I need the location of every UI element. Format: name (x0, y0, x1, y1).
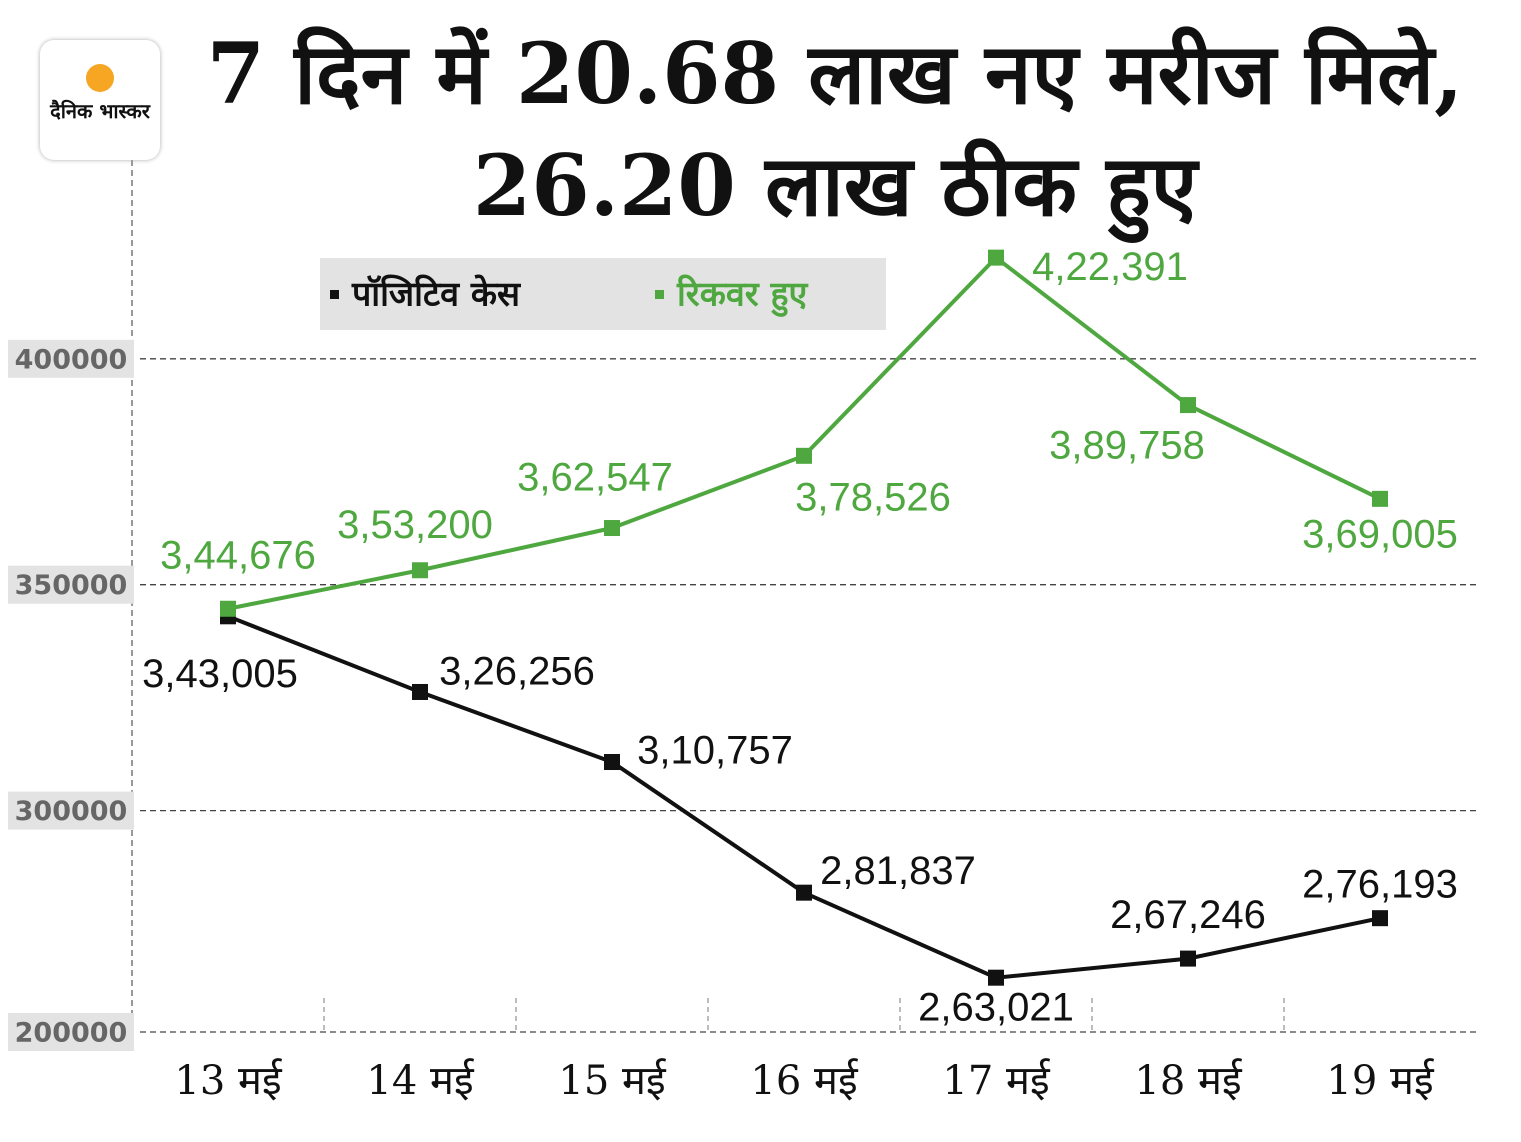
point-marker (796, 884, 812, 901)
y-tick-label: 400000 (15, 344, 128, 375)
data-label: 2,67,246 (1110, 893, 1266, 937)
data-label: 2,63,021 (918, 985, 1074, 1029)
data-label: 3,89,758 (1049, 424, 1205, 468)
legend-label: रिकवर हुए (676, 274, 809, 318)
point-marker (220, 600, 236, 617)
data-label: 3,10,757 (637, 729, 793, 773)
point-marker (1180, 950, 1196, 967)
y-tick-bg (8, 791, 134, 830)
x-tick-label: 13 मई (174, 1058, 283, 1104)
chart-title: 7 दिन में 20.68 लाख नए मरीज मिले, 26.20 … (206, 24, 1464, 235)
x-tick-label: 14 मई (366, 1058, 475, 1104)
x-tick-label: 19 मई (1326, 1058, 1435, 1104)
y-tick-bg (8, 1013, 134, 1051)
logo-text: दैनिक भास्कर (50, 99, 150, 123)
point-marker (604, 520, 620, 537)
point-marker (412, 562, 428, 579)
data-label: 3,44,676 (160, 533, 316, 577)
point-marker (988, 969, 1004, 986)
data-label: 3,53,200 (337, 503, 493, 547)
point-marker (796, 447, 812, 464)
y-tick-bg (8, 565, 134, 604)
x-tick-label: 16 मई (750, 1058, 859, 1104)
y-tick-label: 300000 (15, 796, 128, 827)
legend-label: पॉजिटिव केस (351, 274, 521, 315)
point-marker (1372, 910, 1388, 927)
data-label: 3,43,005 (142, 652, 298, 696)
x-tick-label: 18 मई (1134, 1058, 1243, 1104)
data-label: 2,81,837 (820, 849, 976, 893)
x-tick-label: 15 मई (558, 1058, 667, 1104)
point-marker (412, 683, 428, 700)
data-label: 3,78,526 (795, 475, 951, 519)
legend-box (320, 258, 886, 330)
data-label: 2,76,193 (1302, 863, 1458, 907)
legend-swatch (330, 290, 339, 299)
y-tick-bg (8, 339, 134, 378)
point-marker (1180, 397, 1196, 414)
data-label: 3,62,547 (517, 456, 673, 500)
point-marker (604, 754, 620, 771)
data-label: 4,22,391 (1032, 245, 1188, 289)
logo: दैनिक भास्कर (40, 40, 160, 160)
x-tick-label: 17 मई (942, 1058, 1051, 1104)
point-marker (1372, 490, 1388, 507)
logo-sun (86, 64, 114, 92)
y-tick-label: 350000 (15, 570, 128, 601)
legend-swatch (655, 290, 664, 299)
data-label: 3,69,005 (1302, 512, 1458, 556)
point-marker (988, 249, 1004, 266)
data-label: 3,26,256 (439, 650, 595, 694)
y-tick-label: 200000 (15, 1018, 128, 1049)
